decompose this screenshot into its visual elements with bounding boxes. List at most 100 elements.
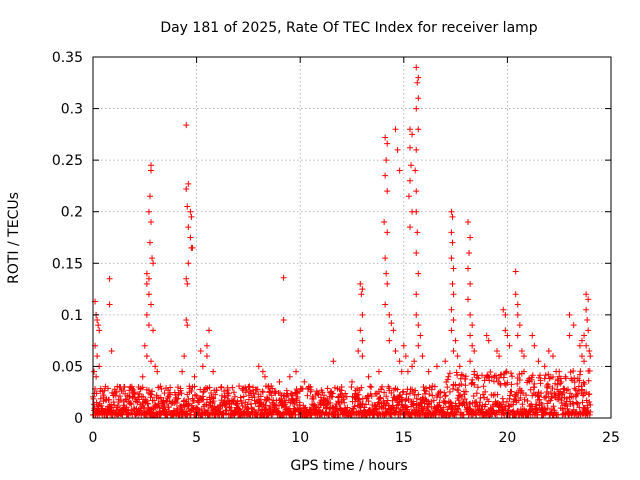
background-point [333, 406, 340, 413]
background-point [500, 374, 507, 381]
background-point [519, 390, 526, 397]
background-point [545, 383, 552, 390]
background-point [538, 390, 545, 397]
data-point [388, 320, 395, 327]
background-point [188, 387, 195, 394]
data-point [259, 368, 266, 375]
background-point [544, 405, 551, 412]
background-point [426, 391, 433, 398]
background-point [455, 406, 462, 413]
data-point [148, 301, 155, 308]
x-tick-label: 15 [395, 430, 413, 446]
background-point [573, 392, 580, 399]
background-point [106, 396, 113, 403]
data-point [415, 342, 422, 349]
background-point [463, 399, 470, 406]
background-point [521, 396, 528, 403]
data-point [184, 280, 191, 287]
background-point [149, 388, 156, 395]
data-point [504, 332, 511, 339]
data-point [280, 274, 287, 281]
background-point [462, 375, 469, 382]
data-point [383, 157, 390, 164]
data-point [280, 317, 287, 324]
data-point [139, 373, 146, 380]
background-point [503, 398, 510, 405]
background-point [548, 393, 555, 400]
data-point [276, 378, 283, 385]
data-point [184, 203, 191, 210]
data-point [450, 265, 457, 272]
background-point [578, 387, 585, 394]
background-point [208, 390, 215, 397]
background-point [344, 404, 351, 411]
background-point [222, 407, 229, 414]
background-point [170, 407, 177, 414]
background-point [324, 385, 331, 392]
data-point [230, 389, 237, 396]
data-point [407, 126, 414, 133]
data-point [148, 358, 155, 365]
background-point [317, 400, 324, 407]
background-point [428, 386, 435, 393]
plot-frame [92, 56, 612, 419]
background-point [110, 399, 117, 406]
background-point [442, 400, 449, 407]
background-point [266, 396, 273, 403]
background-point [559, 406, 566, 413]
background-point [101, 387, 108, 394]
background-point [262, 402, 269, 409]
data-point [578, 353, 585, 360]
data-point [414, 229, 421, 236]
background-point [415, 391, 422, 398]
background-point [308, 386, 315, 393]
background-point [304, 392, 311, 399]
data-points [90, 64, 594, 418]
data-point [400, 342, 407, 349]
data-point [409, 363, 416, 370]
background-point [239, 403, 246, 410]
background-point [405, 397, 412, 404]
data-point [585, 327, 592, 334]
background-point [452, 381, 459, 388]
background-point [520, 368, 527, 375]
background-point [542, 372, 549, 379]
data-point [203, 342, 210, 349]
data-point [442, 358, 449, 365]
background-point [368, 384, 375, 391]
data-point [570, 322, 577, 329]
background-point [421, 405, 428, 412]
data-point [518, 347, 525, 354]
data-point [556, 368, 563, 375]
data-point [549, 353, 556, 360]
data-point [108, 347, 115, 354]
background-point [561, 394, 568, 401]
background-point [453, 369, 460, 376]
data-point [583, 342, 590, 349]
data-point [307, 384, 314, 391]
background-point [429, 392, 436, 399]
background-point [455, 387, 462, 394]
data-point [154, 368, 161, 375]
data-point [566, 311, 573, 318]
y-tick-label: 0.1 [61, 308, 83, 324]
data-point [415, 74, 422, 81]
data-point [562, 373, 569, 380]
background-point [537, 380, 544, 387]
data-point [386, 311, 393, 318]
data-point [382, 301, 389, 308]
background-point [574, 390, 581, 397]
background-point [490, 407, 497, 414]
background-point [383, 393, 390, 400]
background-point [411, 391, 418, 398]
background-point [191, 383, 198, 390]
data-point [456, 363, 463, 370]
data-point [413, 311, 420, 318]
data-point [413, 64, 420, 71]
background-point [576, 371, 583, 378]
data-point [396, 358, 403, 365]
background-point [462, 388, 469, 395]
background-point [571, 379, 578, 386]
data-point [392, 347, 399, 354]
